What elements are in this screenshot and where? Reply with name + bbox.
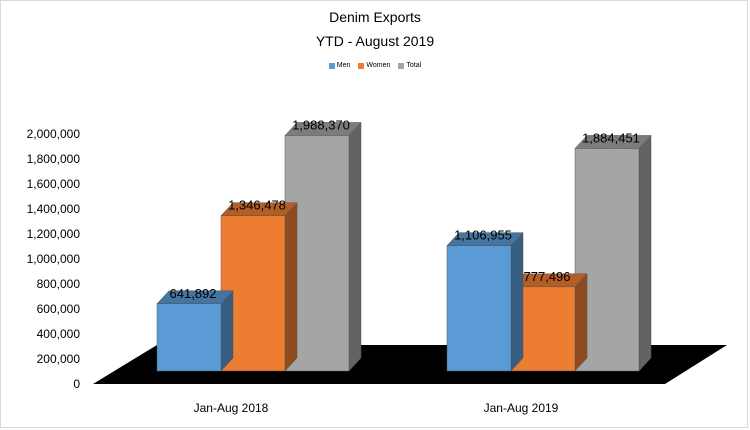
bar-men-side xyxy=(510,231,524,372)
legend-label-total: Total xyxy=(406,62,422,69)
legend-item-men: Men xyxy=(328,62,351,69)
data-label-total: 1,988,370 xyxy=(292,117,350,132)
bar-women-side xyxy=(574,273,588,372)
bar-women-side xyxy=(284,202,298,372)
data-label-total: 1,884,451 xyxy=(582,130,640,145)
y-tick-label: 600,000 xyxy=(37,302,81,316)
legend-swatch-women xyxy=(358,62,365,69)
bar-men xyxy=(446,245,512,372)
bar-men xyxy=(156,303,222,372)
y-tick-label: 1,600,000 xyxy=(27,177,81,191)
y-tick-label: 400,000 xyxy=(37,327,81,341)
data-label-women: 1,346,478 xyxy=(228,198,286,213)
bar-total-side xyxy=(638,134,652,372)
legend-label-men: Men xyxy=(336,62,351,69)
chart-subtitle: YTD - August 2019 xyxy=(315,33,435,49)
x-category-label: Jan-Aug 2019 xyxy=(484,401,559,415)
y-tick-label: 1,800,000 xyxy=(27,152,81,166)
data-label-men: 641,892 xyxy=(170,286,217,301)
y-tick-label: 1,400,000 xyxy=(27,202,81,216)
legend-item-total: Total xyxy=(398,62,421,69)
data-label-women: 777,496 xyxy=(524,269,571,284)
x-category-label: Jan-Aug 2018 xyxy=(194,401,269,415)
legend-label-women: Women xyxy=(366,62,391,69)
data-label-men: 1,106,955 xyxy=(454,228,512,243)
chart-legend: Men Women Total xyxy=(0,62,750,69)
legend-swatch-men xyxy=(328,62,335,69)
chart-title: Denim Exports xyxy=(329,9,421,25)
bar-total-side xyxy=(348,121,362,372)
legend-swatch-total xyxy=(398,62,405,69)
y-tick-label: 1,000,000 xyxy=(27,252,81,266)
y-tick-label: 1,200,000 xyxy=(27,227,81,241)
y-tick-label: 0 xyxy=(73,377,80,391)
legend-item-women: Women xyxy=(358,62,390,69)
bar-men-side xyxy=(220,290,234,372)
y-tick-label: 2,000,000 xyxy=(27,127,81,141)
y-tick-label: 800,000 xyxy=(37,277,81,291)
y-tick-label: 200,000 xyxy=(37,352,81,366)
